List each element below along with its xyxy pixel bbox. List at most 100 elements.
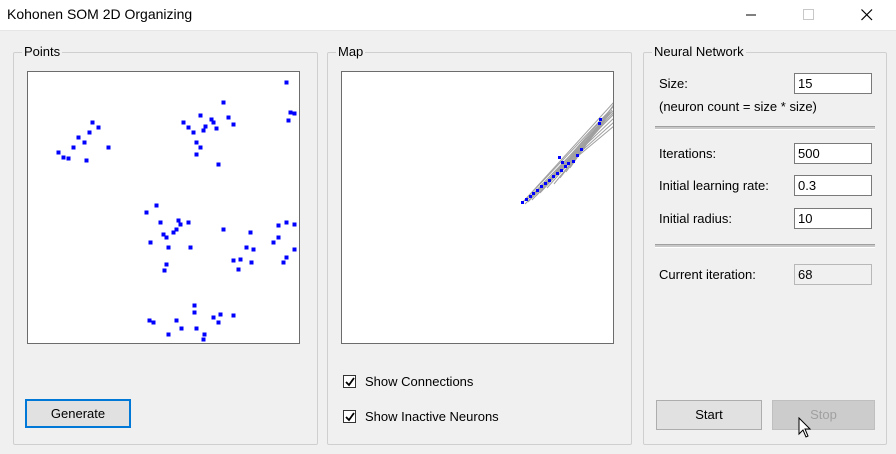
learning-rate-label: Initial learning rate:: [659, 178, 769, 193]
show-inactive-checkbox[interactable]: [343, 410, 356, 423]
sample-point: [292, 247, 297, 252]
sample-point: [198, 113, 203, 118]
show-connections-row[interactable]: Show Connections: [343, 374, 543, 392]
map-neurons: [521, 118, 602, 204]
title-bar: Kohonen SOM 2D Organizing: [0, 0, 896, 31]
sample-point: [276, 235, 281, 240]
close-icon: [861, 9, 873, 21]
sample-point: [248, 230, 253, 235]
sample-point: [154, 203, 159, 208]
sample-point: [292, 111, 297, 116]
neural-network-groupbox: Neural Network: [643, 44, 887, 445]
sample-point: [178, 222, 183, 227]
sample-point: [148, 240, 153, 245]
sample-point: [211, 315, 216, 320]
sample-point: [231, 122, 236, 127]
sample-point: [276, 223, 281, 228]
checkmark-icon: [345, 377, 355, 387]
sample-point: [281, 260, 286, 265]
map-canvas[interactable]: [341, 71, 614, 344]
radius-input[interactable]: [794, 208, 872, 229]
sample-point: [188, 245, 193, 250]
sample-point: [284, 80, 289, 85]
sample-point: [271, 240, 276, 245]
sample-point: [201, 337, 206, 342]
sample-point: [192, 310, 197, 315]
checkmark-icon: [345, 412, 355, 422]
minimize-button[interactable]: [728, 0, 774, 30]
sample-point: [176, 218, 181, 223]
separator-2: [655, 244, 875, 248]
sample-point: [90, 120, 95, 125]
sample-point: [96, 125, 101, 130]
sample-point: [82, 140, 87, 145]
close-button[interactable]: [844, 0, 890, 30]
show-connections-checkbox[interactable]: [343, 375, 356, 388]
sample-point: [238, 257, 243, 262]
size-hint: (neuron count = size * size): [659, 99, 817, 114]
sample-point: [203, 124, 208, 129]
sample-point: [201, 128, 206, 133]
sample-point: [202, 332, 207, 337]
sample-point: [161, 232, 166, 237]
learning-rate-input[interactable]: [794, 175, 872, 196]
maximize-icon: [803, 9, 814, 20]
sample-point: [231, 258, 236, 263]
sample-point: [186, 220, 191, 225]
sample-point: [56, 150, 61, 155]
mouse-cursor-icon: [798, 417, 812, 438]
sample-point: [84, 158, 89, 163]
sample-point: [71, 145, 76, 150]
map-connections: [521, 102, 613, 205]
sample-point: [166, 245, 171, 250]
sample-point: [151, 320, 156, 325]
generate-button[interactable]: Generate: [25, 399, 131, 428]
points-groupbox: Points: [13, 44, 318, 445]
sample-point: [209, 117, 214, 122]
sample-point: [186, 125, 191, 130]
sample-point: [198, 145, 203, 150]
map-plot: [521, 102, 613, 205]
sample-point: [221, 227, 226, 232]
sample-point: [194, 326, 199, 331]
iterations-label: Iterations:: [659, 146, 717, 161]
sample-point: [214, 126, 219, 131]
show-inactive-label: Show Inactive Neurons: [365, 409, 499, 424]
size-label: Size:: [659, 76, 688, 91]
sample-point: [211, 120, 216, 125]
sample-point: [284, 255, 289, 260]
sample-point: [191, 130, 196, 135]
show-inactive-row[interactable]: Show Inactive Neurons: [343, 409, 543, 427]
sample-point: [194, 152, 199, 157]
sample-point: [164, 262, 169, 267]
sample-point: [292, 222, 297, 227]
map-groupbox: Map: [327, 44, 632, 445]
points-canvas[interactable]: [27, 71, 300, 344]
size-input[interactable]: [794, 73, 872, 94]
sample-point: [218, 312, 223, 317]
sample-point: [216, 162, 221, 167]
show-connections-label: Show Connections: [365, 374, 474, 389]
sample-point: [61, 155, 66, 160]
sample-point: [181, 120, 186, 125]
sample-point: [194, 140, 199, 145]
sample-point: [158, 220, 163, 225]
sample-point: [164, 235, 169, 240]
sample-point: [106, 145, 111, 150]
sample-point: [288, 110, 293, 115]
start-button[interactable]: Start: [656, 400, 762, 430]
sample-point: [166, 332, 171, 337]
maximize-button: [786, 0, 832, 30]
sample-point: [286, 118, 291, 123]
current-iteration-label: Current iteration:: [659, 267, 756, 282]
separator-1: [655, 126, 875, 130]
iterations-input[interactable]: [794, 143, 872, 164]
sample-point: [231, 313, 236, 318]
current-iteration-field: [794, 264, 872, 285]
sample-point: [162, 268, 167, 273]
points-group-label: Points: [22, 44, 63, 60]
sample-point: [144, 210, 149, 215]
sample-point: [244, 245, 249, 250]
sample-point: [221, 100, 226, 105]
map-group-label: Map: [336, 44, 366, 60]
